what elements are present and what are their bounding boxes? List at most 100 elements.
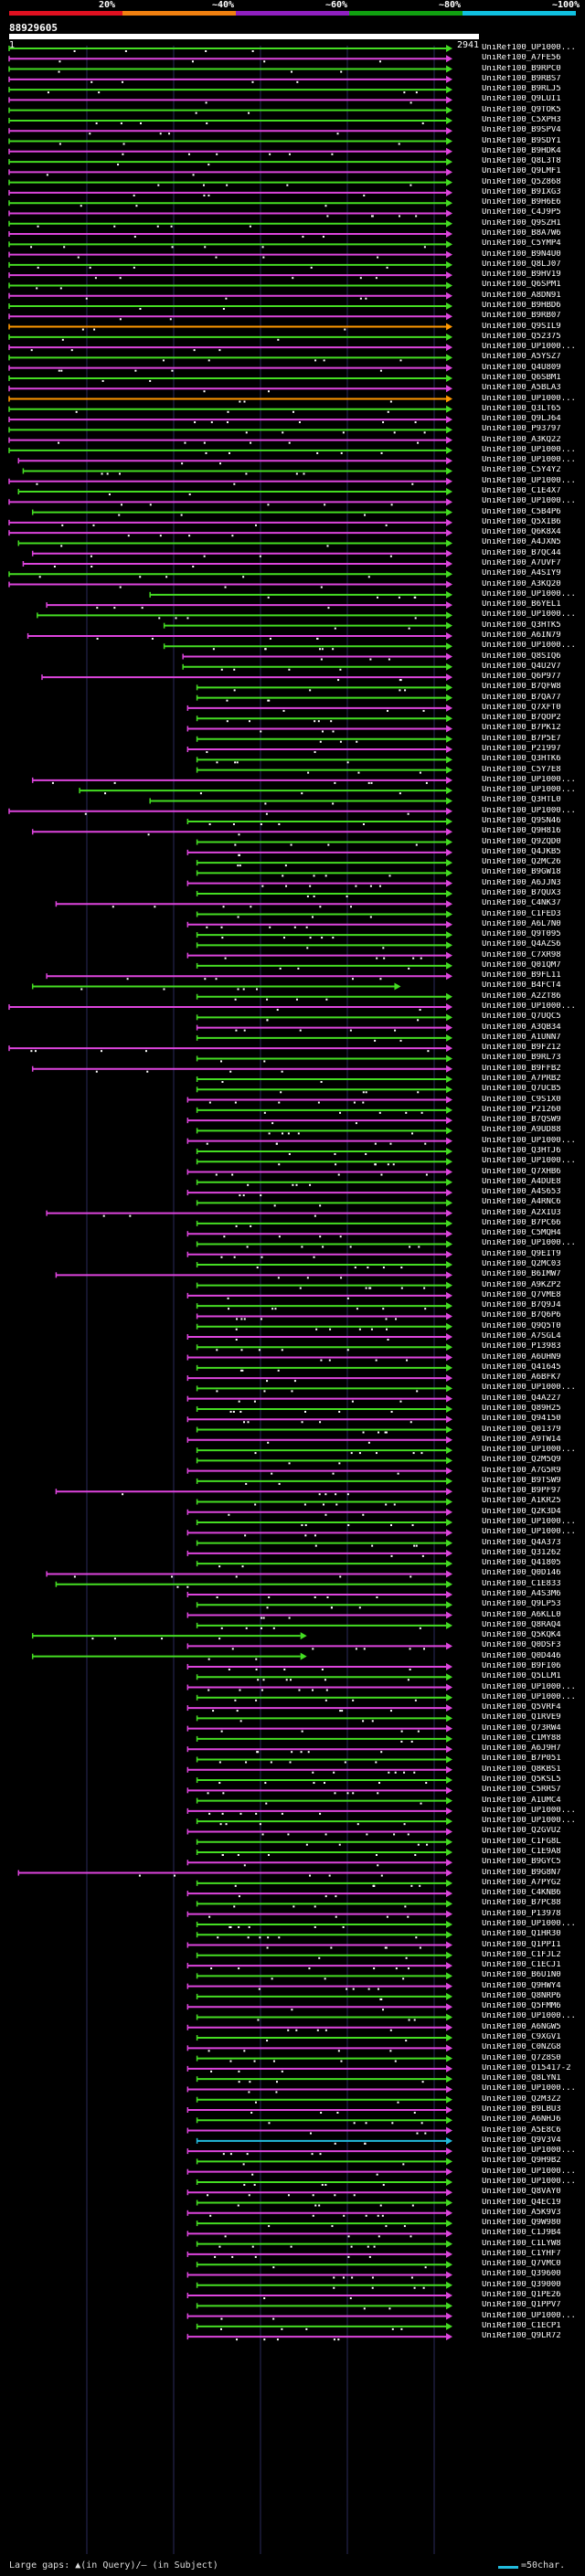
hit-label[interactable]: UniRef100_Q5VRF4 xyxy=(482,1703,561,1712)
hit-label[interactable]: UniRef100_P13978 xyxy=(482,1909,561,1918)
hit-label[interactable]: UniRef100_UP1000... xyxy=(482,775,576,784)
hit-label[interactable]: UniRef100_UP1000... xyxy=(482,1919,576,1928)
hit-label[interactable]: UniRef100_B7P5E7 xyxy=(482,734,561,743)
hit-label[interactable]: UniRef100_B7PC88 xyxy=(482,1899,561,1908)
hit-label[interactable]: UniRef100_A6NHJ6 xyxy=(482,2115,561,2125)
hit-label[interactable]: UniRef100_B9N4U0 xyxy=(482,249,561,259)
hit-label[interactable]: UniRef100_Q4U809 xyxy=(482,363,561,372)
hit-label[interactable]: UniRef100_UP1000... xyxy=(482,641,576,651)
hit-label[interactable]: UniRef100_Q5LLM1 xyxy=(482,1672,561,1681)
hit-label[interactable]: UniRef100_Q7UCB5 xyxy=(482,1085,561,1094)
hit-label[interactable]: UniRef100_B7PK12 xyxy=(482,724,561,733)
hit-label[interactable]: UniRef100_P21260 xyxy=(482,1105,561,1114)
hit-label[interactable]: UniRef100_B6IMW7 xyxy=(482,1270,561,1279)
hit-label[interactable]: UniRef100_C5XPH3 xyxy=(482,115,561,124)
hit-label[interactable]: UniRef100_Q9V3V4 xyxy=(482,2136,561,2145)
hit-label[interactable]: UniRef100_UP1000... xyxy=(482,1806,576,1815)
hit-label[interactable]: UniRef100_B7QC44 xyxy=(482,548,561,557)
hit-label[interactable]: UniRef100_Q7XHB6 xyxy=(482,1167,561,1176)
hit-label[interactable]: UniRef100_A4DUE8 xyxy=(482,1177,561,1186)
hit-label[interactable]: UniRef100_Q9LUI1 xyxy=(482,95,561,104)
hit-label[interactable]: UniRef100_C4NK37 xyxy=(482,899,561,908)
hit-label[interactable]: UniRef100_Q39600 xyxy=(482,2270,561,2279)
hit-label[interactable]: UniRef100_A4SIY9 xyxy=(482,569,561,578)
hit-label[interactable]: UniRef100_A8DN91 xyxy=(482,291,561,300)
hit-label[interactable]: UniRef100_A5YSZ7 xyxy=(482,353,561,362)
hit-label[interactable]: UniRef100_A4S3M6 xyxy=(482,1590,561,1598)
hit-label[interactable]: UniRef100_A5BLA3 xyxy=(482,384,561,393)
hit-label[interactable]: UniRef100_Q8L3T8 xyxy=(482,157,561,166)
hit-label[interactable]: UniRef100_UP1000... xyxy=(482,2167,576,2176)
hit-label[interactable]: UniRef100_UP1000... xyxy=(482,2177,576,2186)
hit-label[interactable]: UniRef100_UP1000... xyxy=(482,44,576,52)
hit-label[interactable]: UniRef100_C5RRS7 xyxy=(482,1786,561,1795)
hit-label[interactable]: UniRef100_Q8LYN1 xyxy=(482,2074,561,2083)
hit-label[interactable]: UniRef100_Q2MC26 xyxy=(482,858,561,867)
hit-label[interactable]: UniRef100_Q94150 xyxy=(482,1415,561,1424)
hit-label[interactable]: UniRef100_B4FCT4 xyxy=(482,981,561,991)
hit-label[interactable]: UniRef100_Q9H816 xyxy=(482,827,561,836)
hit-label[interactable]: UniRef100_Q4A373 xyxy=(482,1538,561,1547)
hit-label[interactable]: UniRef100_Q8SIQ6 xyxy=(482,652,561,661)
hit-label[interactable]: UniRef100_Q0DSF3 xyxy=(482,1641,561,1650)
hit-label[interactable]: UniRef100_UP1000... xyxy=(482,1682,576,1691)
hit-label[interactable]: UniRef100_Q4JKB5 xyxy=(482,847,561,856)
hit-label[interactable]: UniRef100_B9RB07 xyxy=(482,312,561,321)
hit-label[interactable]: UniRef100_A5K9V3 xyxy=(482,2208,561,2217)
hit-label[interactable]: UniRef100_UP1000... xyxy=(482,343,576,352)
hit-label[interactable]: UniRef100_Q5Z868 xyxy=(482,177,561,186)
hit-label[interactable]: UniRef100_Q73RW4 xyxy=(482,1723,561,1733)
hit-label[interactable]: UniRef100_B7QOP2 xyxy=(482,714,561,723)
hit-label[interactable]: UniRef100_B9FI06 xyxy=(482,1661,561,1670)
hit-label[interactable]: UniRef100_Q4AZS6 xyxy=(482,940,561,949)
hit-label[interactable]: UniRef100_UP1000... xyxy=(482,394,576,403)
hit-label[interactable]: UniRef100_Q1PPV7 xyxy=(482,2301,561,2310)
hit-label[interactable]: UniRef100_Q3HTJ6 xyxy=(482,1146,561,1155)
hit-label[interactable]: UniRef100_UP1000... xyxy=(482,589,576,599)
hit-label[interactable]: UniRef100_UP1000... xyxy=(482,1239,576,1248)
hit-label[interactable]: UniRef100_Q01379 xyxy=(482,1425,561,1434)
hit-label[interactable]: UniRef100_C1E833 xyxy=(482,1579,561,1588)
hit-label[interactable]: UniRef100_Q3LT65 xyxy=(482,404,561,413)
hit-label[interactable]: UniRef100_P93797 xyxy=(482,425,561,434)
hit-label[interactable]: UniRef100_UP1000... xyxy=(482,2311,576,2320)
hit-label[interactable]: UniRef100_Q4EC19 xyxy=(482,2198,561,2207)
hit-label[interactable]: UniRef100_A3KQ22 xyxy=(482,435,561,444)
hit-label[interactable]: UniRef100_A9KZP2 xyxy=(482,1280,561,1289)
hit-label[interactable]: UniRef100_B7Q6P6 xyxy=(482,1311,561,1320)
hit-label[interactable]: UniRef100_P21997 xyxy=(482,745,561,754)
hit-label[interactable]: UniRef100_C5Y7E8 xyxy=(482,765,561,774)
hit-label[interactable]: UniRef100_Q8NRP6 xyxy=(482,1991,561,2000)
hit-label[interactable]: UniRef100_A6L7N0 xyxy=(482,919,561,928)
hit-label[interactable]: UniRef100_A3QB34 xyxy=(482,1023,561,1032)
hit-label[interactable]: UniRef100_C1MY88 xyxy=(482,1733,561,1743)
hit-label[interactable]: UniRef100_Q7VME8 xyxy=(482,1290,561,1299)
hit-label[interactable]: UniRef100_Q0D446 xyxy=(482,1651,561,1660)
hit-label[interactable]: UniRef100_Q2GVU2 xyxy=(482,1827,561,1836)
hit-label[interactable]: UniRef100_A6BFK7 xyxy=(482,1373,561,1383)
hit-label[interactable]: UniRef100_B6YEL1 xyxy=(482,600,561,610)
hit-label[interactable]: UniRef100_B9RLJ5 xyxy=(482,85,561,94)
hit-label[interactable]: UniRef100_B7PC66 xyxy=(482,1218,561,1227)
hit-label[interactable]: UniRef100_Q9LMF1 xyxy=(482,167,561,176)
hit-label[interactable]: UniRef100_Q4U2V7 xyxy=(482,662,561,671)
hit-label[interactable]: UniRef100_B7QUX3 xyxy=(482,888,561,897)
hit-label[interactable]: UniRef100_A9UD88 xyxy=(482,1126,561,1135)
hit-label[interactable]: UniRef100_Q6K8X4 xyxy=(482,528,561,537)
hit-label[interactable]: UniRef100_C5YMP4 xyxy=(482,239,561,249)
hit-label[interactable]: UniRef100_Q9W980 xyxy=(482,2219,561,2228)
hit-label[interactable]: UniRef100_UP1000... xyxy=(482,1518,576,1527)
hit-label[interactable]: UniRef100_Q41805 xyxy=(482,1559,561,1568)
hit-label[interactable]: UniRef100_Q9LJ64 xyxy=(482,415,561,424)
hit-label[interactable]: UniRef100_Q2MC03 xyxy=(482,1260,561,1269)
hit-label[interactable]: UniRef100_Q8KBS1 xyxy=(482,1765,561,1774)
hit-label[interactable]: UniRef100_A7FE56 xyxy=(482,54,561,63)
hit-label[interactable]: UniRef100_UP1000... xyxy=(482,1817,576,1826)
hit-label[interactable]: UniRef100_B8A7W6 xyxy=(482,229,561,239)
hit-label[interactable]: UniRef100_A7PRB2 xyxy=(482,1075,561,1083)
hit-label[interactable]: UniRef100_A1UNN7 xyxy=(482,1033,561,1042)
hit-label[interactable]: UniRef100_B7QFW8 xyxy=(482,683,561,692)
hit-label[interactable]: UniRef100_C1E4X7 xyxy=(482,487,561,496)
hit-label[interactable]: UniRef100_Q39000 xyxy=(482,2280,561,2289)
hit-label[interactable]: UniRef100_Q8VAY0 xyxy=(482,2188,561,2197)
